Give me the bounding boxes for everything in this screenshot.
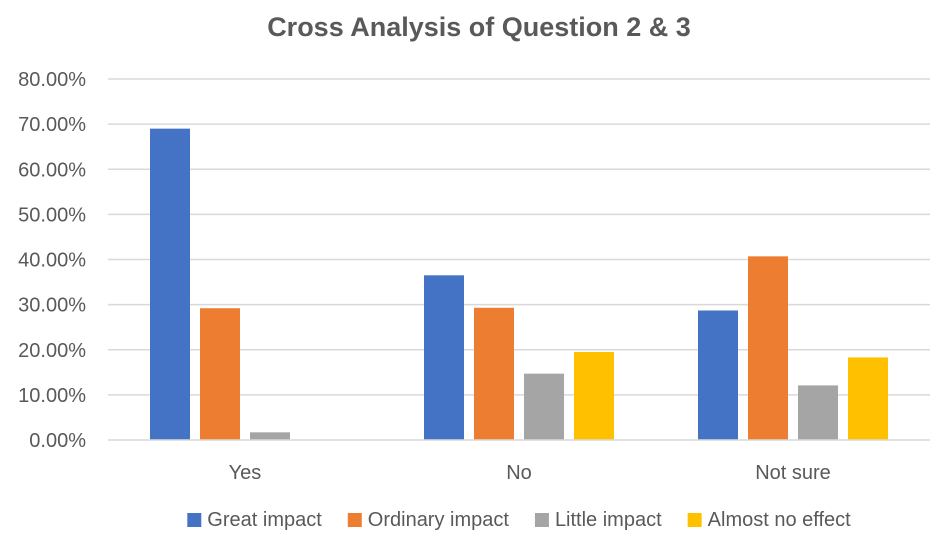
y-tick-label: 30.00% bbox=[18, 295, 86, 317]
y-tick-label: 20.00% bbox=[18, 340, 86, 362]
chart-title: Cross Analysis of Question 2 & 3 bbox=[267, 12, 691, 42]
legend-item: Great impact bbox=[187, 509, 322, 531]
y-tick-label: 10.00% bbox=[18, 385, 86, 407]
bars bbox=[150, 128, 888, 440]
legend-item: Ordinary impact bbox=[347, 509, 510, 531]
legend-label: Little impact bbox=[555, 509, 662, 531]
bar bbox=[524, 373, 564, 440]
x-category-label: No bbox=[506, 462, 532, 484]
y-tick-label: 40.00% bbox=[18, 250, 86, 272]
y-tick-label: 50.00% bbox=[18, 204, 86, 226]
bar bbox=[150, 128, 190, 440]
bar bbox=[250, 432, 290, 440]
gridlines bbox=[108, 78, 930, 396]
bar bbox=[474, 307, 514, 440]
x-axis-category-labels: Yes No Not sure bbox=[229, 462, 831, 484]
legend-label: Almost no effect bbox=[708, 509, 851, 531]
legend-swatch bbox=[687, 513, 702, 527]
y-tick-label: 0.00% bbox=[29, 430, 86, 452]
legend-swatch bbox=[347, 513, 362, 527]
legend-label: Ordinary impact bbox=[368, 509, 510, 531]
bar bbox=[200, 308, 240, 440]
bar bbox=[798, 385, 838, 440]
legend-swatch bbox=[534, 513, 549, 527]
bar bbox=[574, 352, 614, 440]
bar bbox=[748, 256, 788, 440]
bar bbox=[424, 275, 464, 440]
y-axis-tick-labels: 0.00% 10.00% 20.00% 30.00% 40.00% 50.00% 60.00… bbox=[18, 69, 86, 452]
bar bbox=[848, 357, 888, 440]
legend-item: Little impact bbox=[534, 509, 662, 531]
legend: Great impact Ordinary impact Little impact… bbox=[187, 509, 851, 531]
y-tick-label: 80.00% bbox=[18, 69, 86, 91]
bar bbox=[698, 310, 738, 440]
legend-label: Great impact bbox=[207, 509, 322, 531]
y-tick-label: 60.00% bbox=[18, 159, 86, 181]
legend-item: Almost no effect bbox=[687, 509, 851, 531]
legend-swatch bbox=[187, 513, 202, 527]
y-tick-label: 70.00% bbox=[18, 114, 86, 136]
x-category-label: Yes bbox=[229, 462, 262, 484]
x-category-label: Not sure bbox=[755, 462, 831, 484]
